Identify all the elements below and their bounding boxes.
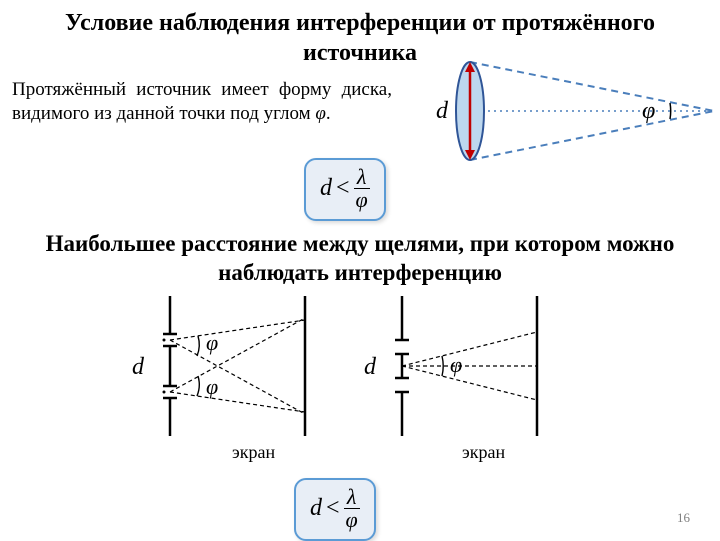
formula2-num: λ — [344, 486, 360, 508]
screen-label-right: экран — [462, 442, 505, 463]
formula-den: φ — [354, 188, 370, 211]
formula-box-top: d < λ φ — [304, 158, 386, 221]
paragraph-phi: φ — [315, 103, 326, 124]
cone-diagram: d φ — [430, 56, 720, 166]
screen-label-left: экран — [232, 442, 275, 463]
svg-text:d: d — [364, 354, 377, 380]
svg-text:d: d — [436, 98, 449, 124]
svg-text:φ: φ — [450, 352, 462, 377]
formula2-den: φ — [344, 508, 360, 531]
heading-sub: Наибольшее расстояние между щелями, при … — [0, 230, 720, 288]
formula-lhs: d — [320, 175, 332, 202]
svg-text:φ: φ — [206, 330, 218, 355]
svg-text:φ: φ — [642, 98, 655, 124]
slits-diagram: d φ φ d φ — [120, 296, 580, 446]
paragraph: Протяжённый источник имеет форму диска, … — [12, 78, 392, 126]
paragraph-text: Протяжённый источник имеет форму диска, … — [12, 79, 392, 124]
svg-text:d: d — [132, 354, 145, 380]
formula-box-bottom: d < λ φ — [294, 478, 376, 541]
formula2-lhs: d — [310, 495, 322, 522]
svg-text:φ: φ — [206, 374, 218, 399]
formula-rel: < — [336, 175, 350, 202]
formula2-rel: < — [326, 495, 340, 522]
formula-num: λ — [354, 166, 370, 188]
page-number: 16 — [677, 510, 690, 526]
paragraph-suffix: . — [326, 103, 331, 124]
